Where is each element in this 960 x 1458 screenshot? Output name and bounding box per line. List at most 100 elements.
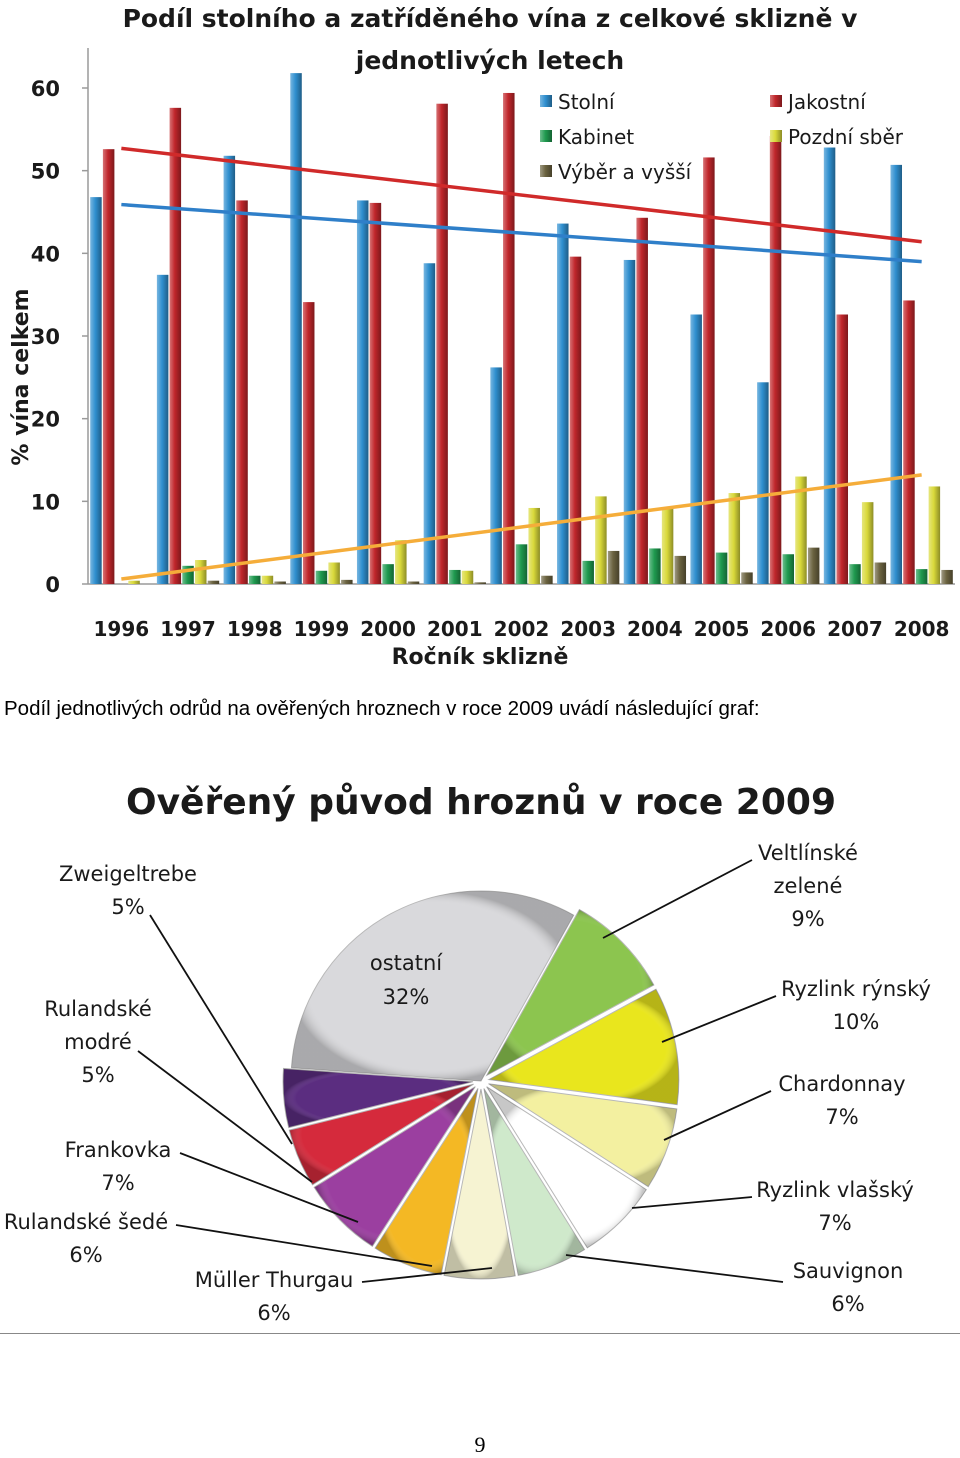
y-tick-label: 50 <box>31 160 60 184</box>
x-tick-label: 1999 <box>294 617 350 641</box>
x-tick-label: 2005 <box>694 617 750 641</box>
bar-Výběr a vyšší-2000 <box>407 581 420 584</box>
pie-label-Ryzlink vlašský: Ryzlink vlašský <box>756 1178 914 1202</box>
legend-swatch <box>540 165 552 177</box>
bar-Pozdní sběr-1999 <box>328 562 340 584</box>
pie-label-Frankovka: Frankovka <box>65 1138 172 1162</box>
bar-Pozdní sběr-2006 <box>795 476 807 584</box>
bar-Pozdní sběr-2005 <box>728 493 741 584</box>
y-axis-label: % vína celkem <box>9 288 34 465</box>
bar-Kabinet-2008 <box>915 569 928 584</box>
bar-Pozdní sběr-1998 <box>261 575 274 584</box>
bar-Stolní-2006 <box>757 382 769 584</box>
pie-label-Rulandské modré: Rulandské <box>44 997 152 1021</box>
pie-label-Chardonnay: Chardonnay <box>778 1072 905 1096</box>
pie-label-Sauvignon: Sauvignon <box>793 1259 904 1283</box>
pie-label-Zweigeltrebe: Zweigeltrebe <box>59 862 197 886</box>
pie-value-Zweigeltrebe: 5% <box>111 895 144 919</box>
pie-leader-line <box>149 914 293 1145</box>
x-tick-label: 2000 <box>360 617 416 641</box>
bar-Kabinet-2003 <box>582 560 594 584</box>
y-tick-label: 10 <box>31 490 60 514</box>
pie-value-Chardonnay: 7% <box>825 1105 858 1129</box>
bar-Pozdní sběr-2004 <box>661 507 674 584</box>
bar-Pozdní sběr-1997 <box>194 560 207 584</box>
legend-swatch <box>770 130 782 142</box>
x-tick-label: 2003 <box>560 617 616 641</box>
bar-Kabinet-2006 <box>782 554 795 584</box>
y-tick-label: 40 <box>31 242 60 266</box>
bar-chart-title-line: jednotlivých letech <box>355 46 624 75</box>
pie-leader-line <box>602 859 753 939</box>
x-tick-label: 2006 <box>760 617 816 641</box>
bar-Stolní-2002 <box>490 367 502 584</box>
bar-Stolní-2003 <box>557 223 569 584</box>
pie-value-Veltlínské zelené: 9% <box>791 907 824 931</box>
bar-Jakostní-2000 <box>369 202 382 584</box>
bar-Stolní-2004 <box>623 259 636 584</box>
x-tick-label: 2002 <box>494 617 550 641</box>
bar-Stolní-1997 <box>156 274 169 584</box>
trendline-Pozdní sběr <box>121 473 922 581</box>
bar-Stolní-2007 <box>823 147 836 584</box>
pie-leader-line <box>175 1224 433 1267</box>
y-tick-label: 0 <box>45 573 60 597</box>
pie-label-Veltlínské zelené: Veltlínské <box>758 841 858 865</box>
pie-value-Ryzlink vlašský: 7% <box>818 1211 851 1235</box>
pie-leader-line <box>361 1267 493 1283</box>
pie-chart-title: Ověřený původ hroznů v roce 2009 <box>126 782 836 823</box>
bar-Pozdní sběr-2008 <box>928 486 941 584</box>
bar-Kabinet-2001 <box>449 569 461 584</box>
bar-Výběr a vyšší-2005 <box>741 572 753 584</box>
pie-chart: Ověřený původ hroznů v roce 2009 ostatní 3… <box>4 782 931 1325</box>
y-tick-label: 60 <box>31 77 60 101</box>
pie-leader-line <box>179 1152 359 1223</box>
bar-Jakostní-2003 <box>569 256 582 584</box>
bar-Pozdní sběr-2002 <box>528 507 540 584</box>
pie-slice-ostatní <box>290 890 575 1082</box>
bar-Kabinet-1999 <box>315 570 328 584</box>
page-number: 9 <box>474 1432 486 1457</box>
bar-Pozdní sběr-2007 <box>861 502 874 584</box>
bar-Stolní-1996 <box>90 197 102 584</box>
bar-Jakostní-2004 <box>636 217 648 584</box>
y-tick-label: 20 <box>31 408 60 432</box>
pie-leader-line <box>661 995 777 1043</box>
bar-Kabinet-2005 <box>715 552 728 584</box>
x-tick-label: 2001 <box>427 617 483 641</box>
pie-value-ostatní: 32% <box>383 985 430 1009</box>
y-tick-label: 30 <box>31 325 60 349</box>
bar-Jakostní-2002 <box>503 92 515 585</box>
bar-Jakostní-2005 <box>703 157 715 584</box>
bar-Výběr a vyšší-1997 <box>207 580 220 584</box>
pie-value-Frankovka: 7% <box>101 1171 134 1195</box>
bar-Jakostní-1998 <box>236 200 248 584</box>
bar-Výběr a vyšší-2003 <box>607 550 620 584</box>
pie-leader-line <box>137 1050 313 1183</box>
bar-Kabinet-2007 <box>849 564 861 584</box>
legend-label: Kabinet <box>558 125 634 149</box>
bar-Stolní-1999 <box>290 73 302 585</box>
x-tick-label: 2007 <box>827 617 883 641</box>
bar-Kabinet-2000 <box>382 564 394 584</box>
trendline-Stolní <box>121 202 922 264</box>
pie-leader-line <box>631 1196 753 1209</box>
bar-chart-title-line: Podíl stolního a zatříděného vína z celk… <box>123 4 858 33</box>
bar-Výběr a vyšší-2002 <box>541 575 553 584</box>
pie-label-Müller Thurgau: Müller Thurgau <box>195 1268 354 1292</box>
legend-swatch <box>540 95 552 107</box>
bar-chart: Podíl stolního a zatříděného vína z celk… <box>9 4 955 670</box>
bar-Jakostní-2001 <box>436 103 448 584</box>
bar-Stolní-2008 <box>890 164 903 584</box>
legend-swatch <box>770 95 782 107</box>
bar-Výběr a vyšší-2004 <box>674 555 687 584</box>
pie-chart-caption: Podíl jednotlivých odrůd na ověřených hr… <box>4 697 760 720</box>
pie-leader-line <box>663 1090 772 1141</box>
bar-Stolní-2005 <box>690 314 702 584</box>
bar-Výběr a vyšší-2007 <box>874 562 887 584</box>
bar-Výběr a vyšší-2008 <box>941 569 953 584</box>
pie-value-Müller Thurgau: 6% <box>257 1301 290 1325</box>
bar-Kabinet-1998 <box>248 575 261 584</box>
bar-Stolní-2001 <box>423 263 436 584</box>
page-divider <box>0 1333 960 1334</box>
